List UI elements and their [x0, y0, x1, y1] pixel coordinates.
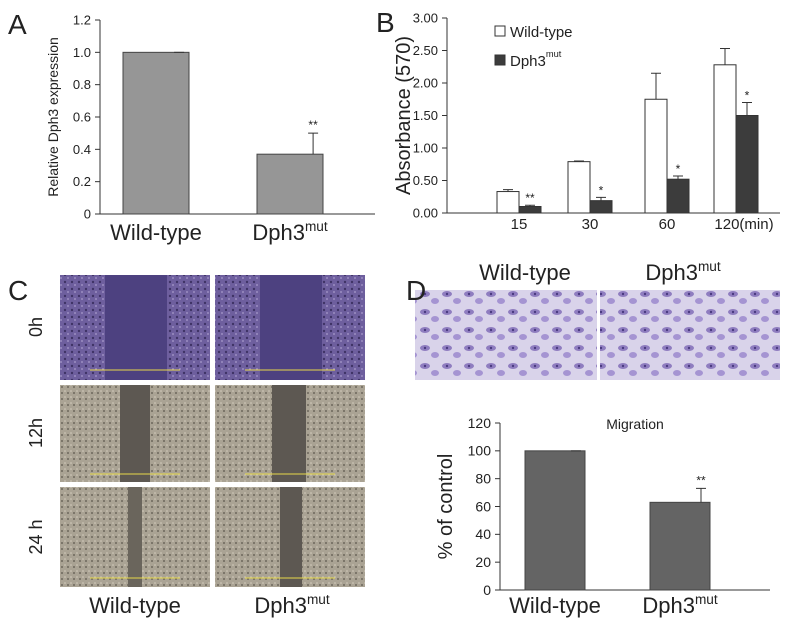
label-base: Wild-type: [89, 593, 181, 618]
x-tick-label: Dph3mut: [642, 592, 718, 618]
row-label: 24 h: [26, 519, 46, 554]
panel-letter: A: [8, 9, 27, 40]
legend-label: Dph3mut: [510, 49, 562, 70]
y-tick-label: 0: [483, 582, 491, 598]
y-tick-label: 100: [468, 443, 492, 459]
panel-d-images: [415, 290, 780, 380]
row-label: 12h: [26, 418, 46, 448]
legend-label: Wild-type: [510, 24, 573, 41]
bar: [496, 191, 520, 214]
bar: [524, 450, 586, 591]
legend-swatch: [494, 54, 506, 66]
label-sup: mut: [305, 219, 328, 234]
bar: [735, 115, 759, 214]
bar: [567, 161, 591, 214]
label-base: Wild-type: [510, 24, 573, 41]
significance: **: [525, 191, 535, 205]
significance: *: [599, 183, 604, 197]
bar: [713, 64, 737, 214]
error-bar: [503, 189, 513, 192]
bar: [649, 501, 711, 591]
row-label: 0h: [26, 317, 46, 337]
y-tick-label: 60: [475, 498, 491, 514]
y-tick-label: 1.50: [413, 108, 438, 123]
label-base: Dph3: [254, 593, 307, 618]
bar: [589, 200, 613, 214]
error-bar: [596, 196, 606, 201]
x-tick-label: 30: [582, 216, 599, 233]
label-sup: mut: [546, 49, 562, 59]
error-bar: [742, 102, 752, 116]
y-tick-label: 40: [475, 526, 491, 542]
bar: [256, 153, 324, 215]
y-tick-label: 1.00: [413, 141, 438, 156]
bar: [666, 178, 690, 214]
error-bar: [308, 132, 319, 155]
x-tick-label: Wild-type: [110, 220, 202, 245]
y-tick-label: 0.8: [73, 77, 91, 92]
y-tick-label: 1.0: [73, 45, 91, 60]
panel-letter: D: [406, 275, 426, 306]
label-sup: mut: [695, 592, 718, 607]
y-tick-label: 0: [84, 207, 91, 222]
error-bar: [651, 72, 661, 100]
x-tick-label: 15: [511, 216, 528, 233]
bar: [122, 51, 190, 215]
error-bar: [574, 160, 584, 162]
label-base: Dph3: [252, 220, 305, 245]
panel-letter: B: [376, 7, 395, 38]
y-axis-label: Absorbance (570): [393, 36, 415, 195]
y-tick-label: 80: [475, 471, 491, 487]
significance: *: [745, 89, 750, 103]
significance: **: [696, 473, 706, 487]
y-tick-label: 3.00: [413, 11, 438, 26]
label-sup: mut: [307, 592, 330, 607]
label-base: Wild-type: [110, 220, 202, 245]
panel-letter: C: [8, 275, 28, 306]
error-bar: [673, 175, 683, 180]
significance: **: [308, 118, 318, 132]
error-bar: [696, 487, 706, 503]
significance: *: [676, 162, 681, 176]
y-tick-label: 0.6: [73, 110, 91, 125]
y-tick-label: 1.2: [73, 13, 91, 28]
x-tick-label: Wild-type: [509, 593, 601, 618]
error-bar: [720, 48, 730, 65]
label-base: Dph3: [645, 260, 698, 285]
error-bar: [525, 204, 535, 207]
column-label: Dph3mut: [254, 592, 330, 618]
column-label: Wild-type: [89, 593, 181, 618]
label-sup: mut: [698, 259, 721, 274]
y-tick-label: 0.4: [73, 142, 91, 157]
y-tick-label: 0.2: [73, 174, 91, 189]
y-tick-label: 120: [468, 415, 492, 431]
y-axis-label: % of control: [435, 454, 457, 560]
label-base: Wild-type: [509, 593, 601, 618]
x-tick-label: Dph3mut: [252, 219, 328, 245]
label-base: Dph3: [510, 53, 546, 70]
y-tick-label: 2.50: [413, 43, 438, 58]
column-label: Wild-type: [479, 260, 571, 285]
y-tick-label: 0.00: [413, 206, 438, 221]
bar: [518, 206, 542, 214]
label-base: Dph3: [642, 593, 695, 618]
panel-c-images: [60, 275, 365, 587]
y-tick-label: 20: [475, 554, 491, 570]
y-tick-label: 2.00: [413, 76, 438, 91]
x-tick-label: 120(min): [714, 216, 773, 233]
column-label: Dph3mut: [645, 259, 721, 285]
chart-title: Migration: [606, 416, 664, 432]
label-base: Wild-type: [479, 260, 571, 285]
x-tick-label: 60: [659, 216, 676, 233]
y-tick-label: 0.50: [413, 173, 438, 188]
bar: [644, 98, 668, 214]
y-axis-label: Relative Dph3 expression: [45, 37, 61, 197]
legend-swatch: [494, 25, 506, 37]
